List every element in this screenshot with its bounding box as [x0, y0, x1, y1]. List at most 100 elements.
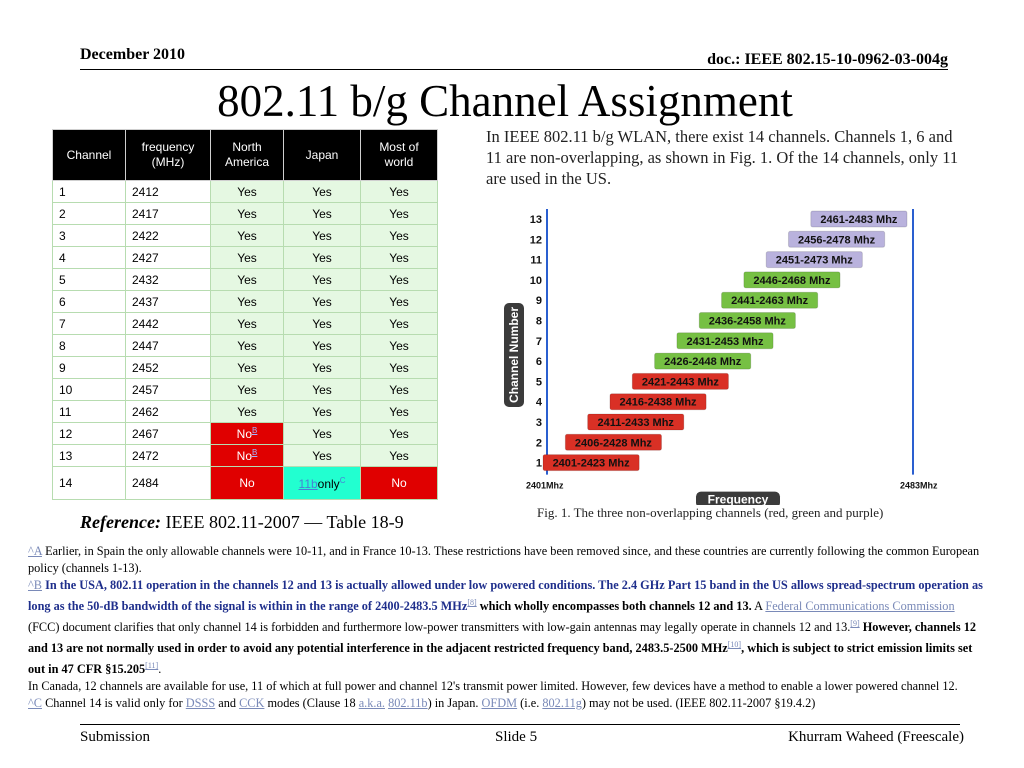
- channel-tick-label: 4: [536, 397, 543, 409]
- footnote-b-marker[interactable]: ^B: [28, 578, 42, 592]
- col-header-frequency: frequency (MHz): [125, 129, 211, 181]
- channel-bar: [765, 251, 863, 269]
- reference: Reference: IEEE 802.11-2007 — Table 18-9: [80, 512, 404, 533]
- col-header-japan: Japan: [283, 129, 361, 181]
- 80211b-link[interactable]: 802.11b: [388, 696, 428, 711]
- footnote-b-bold4: , which is subject to strict emission li…: [28, 641, 973, 677]
- channel-bar: [654, 352, 752, 370]
- channel-bar: [721, 291, 819, 309]
- footnote-c: ^C Channel 14 is valid only for DSSS and…: [28, 695, 984, 712]
- channel-tick-label: 3: [536, 417, 542, 429]
- footnote-b: ^B In the USA, 802.11 operation in the c…: [28, 577, 984, 678]
- cell-channel: 5: [52, 268, 126, 291]
- cell-most-of-world: Yes: [360, 312, 438, 335]
- table-row: 11 2462 Yes Yes Yes: [52, 400, 438, 423]
- table-row: 12 2467 NoB Yes Yes: [52, 422, 438, 445]
- cell-north-america: Yes: [210, 290, 284, 313]
- citation-10[interactable]: [10]: [727, 640, 742, 650]
- cell-value: No: [236, 427, 252, 441]
- channel-bar-label: 2406-2428 Mhz: [575, 437, 653, 449]
- ofdm-link[interactable]: OFDM: [481, 696, 518, 711]
- citation-8[interactable]: [8]: [467, 598, 477, 607]
- channel-bar: [587, 413, 685, 431]
- channel-bar-label: 2426-2448 Mhz: [664, 356, 742, 368]
- footnote-c-text2: modes (Clause 18: [267, 696, 356, 711]
- cell-north-america: Yes: [210, 312, 284, 335]
- footnotes: ^A Earlier, in Spain the only allowable …: [28, 543, 984, 712]
- cell-japan: Yes: [283, 422, 361, 445]
- dsss-link[interactable]: DSSS: [185, 696, 216, 711]
- cell-north-america: Yes: [210, 224, 284, 247]
- table-row: 10 2457 Yes Yes Yes: [52, 378, 438, 401]
- cell-channel: 11: [52, 400, 126, 423]
- cell-north-america: NoB: [210, 444, 284, 467]
- cell-japan: Yes: [283, 400, 361, 423]
- channel-bar: [631, 372, 729, 390]
- col-header-channel: Channel: [52, 129, 126, 181]
- footnote-a-text: Earlier, in Spain the only allowable cha…: [28, 544, 980, 575]
- cell-most-of-world: Yes: [360, 290, 438, 313]
- channel-bar: [787, 230, 886, 248]
- cell-frequency: 2432: [125, 268, 211, 291]
- footnote-b-bold: In the USA, 802.11 operation in the chan…: [28, 578, 983, 614]
- cell-north-america: Yes: [210, 400, 284, 423]
- cell-most-of-world: Yes: [360, 246, 438, 269]
- table-row: 5 2432 Yes Yes Yes: [52, 268, 438, 291]
- x-range-end-label: 2483Mhz: [900, 481, 938, 491]
- table-row: 9 2452 Yes Yes Yes: [52, 356, 438, 379]
- footer-submission: Submission: [80, 729, 151, 745]
- channel-bar-label: 2456-2478 Mhz: [798, 234, 876, 246]
- cell-channel: 3: [52, 224, 126, 247]
- cell-frequency: 2462: [125, 400, 211, 423]
- channel-bar: [810, 210, 908, 228]
- citation-9[interactable]: [9]: [850, 619, 860, 629]
- cell-japan: Yes: [283, 444, 361, 467]
- cell-frequency: 2427: [125, 246, 211, 269]
- cck-link[interactable]: CCK: [239, 696, 265, 711]
- footer-author: Khurram Waheed (Freescale): [788, 729, 964, 745]
- footnote-c-text4: (i.e.: [520, 696, 540, 711]
- footnote-c-marker[interactable]: ^C: [28, 696, 42, 711]
- channel-bar: [564, 433, 663, 451]
- japan-11b-link[interactable]: 11b: [298, 476, 318, 491]
- cell-japan: Yes: [283, 334, 361, 357]
- cell-frequency: 2412: [125, 180, 211, 203]
- cell-north-america: Yes: [210, 180, 284, 203]
- note-c-marker[interactable]: C: [339, 475, 346, 485]
- channel-bar-label: 2411-2433 Mhz: [598, 417, 675, 429]
- footer-slide-number: Slide 5: [495, 729, 538, 745]
- fcc-link[interactable]: Federal Communications Commission: [765, 599, 955, 614]
- aka-link[interactable]: a.k.a.: [358, 696, 385, 711]
- cell-frequency: 2472: [125, 444, 211, 467]
- channel-tick-label: 8: [536, 316, 542, 328]
- note-b-marker[interactable]: B: [252, 448, 258, 457]
- footnote-a-marker[interactable]: ^A: [28, 544, 42, 558]
- note-b-marker[interactable]: B: [252, 426, 258, 435]
- citation-11[interactable]: [11]: [145, 661, 159, 671]
- 80211g-link[interactable]: 802.11g: [542, 696, 582, 711]
- channel-bar-label: 2416-2438 Mhz: [620, 397, 698, 409]
- channel-tick-label: 1: [536, 458, 542, 470]
- col-header-most-of-world: Most of world: [360, 129, 438, 181]
- cell-japan: Yes: [283, 180, 361, 203]
- table-header-row: Channel frequency (MHz) North America Ja…: [52, 129, 438, 181]
- cell-channel: 10: [52, 378, 126, 401]
- cell-most-of-world: Yes: [360, 268, 438, 291]
- footnote-a: ^A Earlier, in Spain the only allowable …: [28, 543, 984, 577]
- footnote-b-end: .: [158, 662, 162, 677]
- cell-north-america: Yes: [210, 268, 284, 291]
- table-row: 13 2472 NoB Yes Yes: [52, 444, 438, 467]
- cell-most-of-world: Yes: [360, 180, 438, 203]
- channel-bar: [542, 454, 640, 472]
- cell-frequency: 2467: [125, 422, 211, 445]
- cell-channel: 2: [52, 202, 126, 225]
- cell-japan: Yes: [283, 290, 361, 313]
- reference-text: IEEE 802.11-2007 — Table 18-9: [165, 512, 404, 532]
- col-header-north-america: North America: [210, 129, 284, 181]
- table-row: 2 2417 Yes Yes Yes: [52, 202, 438, 225]
- figure-caption: Fig. 1. The three non-overlapping channe…: [537, 505, 884, 520]
- cell-channel: 14: [52, 466, 126, 500]
- cell-channel: 12: [52, 422, 126, 445]
- channel-bar-label: 2451-2473 Mhz: [776, 255, 854, 267]
- cell-most-of-world: Yes: [360, 378, 438, 401]
